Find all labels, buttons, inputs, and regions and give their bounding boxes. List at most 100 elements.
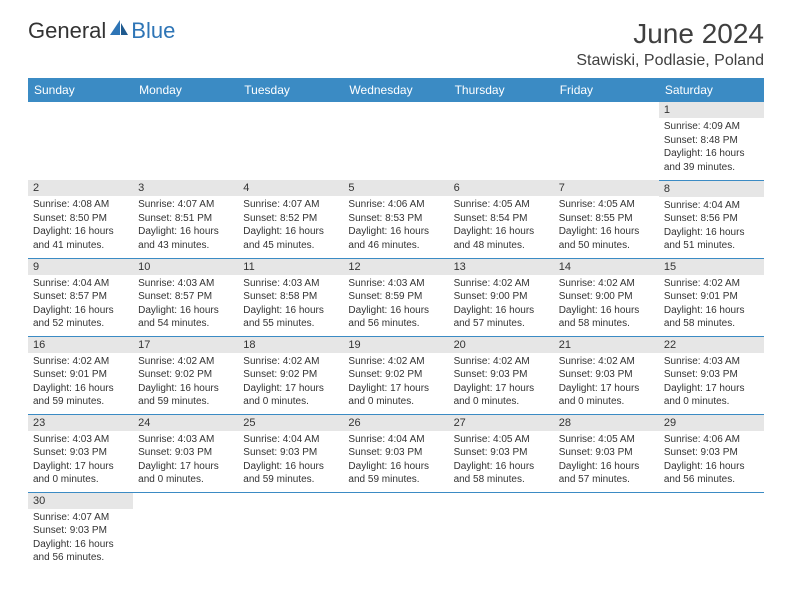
day-details: Sunrise: 4:04 AMSunset: 8:56 PMDaylight:… bbox=[659, 197, 764, 257]
weekday-header: Monday bbox=[133, 78, 238, 102]
day-details: Sunrise: 4:02 AMSunset: 9:03 PMDaylight:… bbox=[554, 353, 659, 413]
calendar-cell: 27Sunrise: 4:05 AMSunset: 9:03 PMDayligh… bbox=[449, 414, 554, 492]
calendar-cell: 14Sunrise: 4:02 AMSunset: 9:00 PMDayligh… bbox=[554, 258, 659, 336]
day-number: 29 bbox=[659, 415, 764, 431]
weekday-header: Wednesday bbox=[343, 78, 448, 102]
day-details: Sunrise: 4:05 AMSunset: 8:54 PMDaylight:… bbox=[449, 196, 554, 256]
calendar-cell bbox=[343, 492, 448, 570]
calendar-cell: 5Sunrise: 4:06 AMSunset: 8:53 PMDaylight… bbox=[343, 180, 448, 258]
calendar-cell: 4Sunrise: 4:07 AMSunset: 8:52 PMDaylight… bbox=[238, 180, 343, 258]
calendar-cell: 1Sunrise: 4:09 AMSunset: 8:48 PMDaylight… bbox=[659, 102, 764, 180]
day-details: Sunrise: 4:03 AMSunset: 8:59 PMDaylight:… bbox=[343, 275, 448, 335]
day-number: 21 bbox=[554, 337, 659, 353]
day-details: Sunrise: 4:03 AMSunset: 8:58 PMDaylight:… bbox=[238, 275, 343, 335]
day-number: 11 bbox=[238, 259, 343, 275]
weekday-header: Saturday bbox=[659, 78, 764, 102]
day-details: Sunrise: 4:02 AMSunset: 9:00 PMDaylight:… bbox=[554, 275, 659, 335]
calendar-cell: 17Sunrise: 4:02 AMSunset: 9:02 PMDayligh… bbox=[133, 336, 238, 414]
calendar-cell: 16Sunrise: 4:02 AMSunset: 9:01 PMDayligh… bbox=[28, 336, 133, 414]
day-number: 18 bbox=[238, 337, 343, 353]
day-number: 22 bbox=[659, 337, 764, 353]
title-block: June 2024 Stawiski, Podlasie, Poland bbox=[576, 18, 764, 70]
calendar-cell: 7Sunrise: 4:05 AMSunset: 8:55 PMDaylight… bbox=[554, 180, 659, 258]
day-number: 1 bbox=[659, 102, 764, 118]
calendar-cell bbox=[659, 492, 764, 570]
calendar-cell: 22Sunrise: 4:03 AMSunset: 9:03 PMDayligh… bbox=[659, 336, 764, 414]
calendar-cell: 23Sunrise: 4:03 AMSunset: 9:03 PMDayligh… bbox=[28, 414, 133, 492]
day-details: Sunrise: 4:09 AMSunset: 8:48 PMDaylight:… bbox=[659, 118, 764, 178]
day-details: Sunrise: 4:02 AMSunset: 9:00 PMDaylight:… bbox=[449, 275, 554, 335]
day-number: 6 bbox=[449, 180, 554, 196]
day-number: 16 bbox=[28, 337, 133, 353]
day-details: Sunrise: 4:02 AMSunset: 9:02 PMDaylight:… bbox=[133, 353, 238, 413]
weekday-header: Tuesday bbox=[238, 78, 343, 102]
day-details: Sunrise: 4:04 AMSunset: 9:03 PMDaylight:… bbox=[238, 431, 343, 491]
calendar-cell: 3Sunrise: 4:07 AMSunset: 8:51 PMDaylight… bbox=[133, 180, 238, 258]
day-details: Sunrise: 4:07 AMSunset: 8:52 PMDaylight:… bbox=[238, 196, 343, 256]
day-details: Sunrise: 4:07 AMSunset: 8:51 PMDaylight:… bbox=[133, 196, 238, 256]
day-number: 13 bbox=[449, 259, 554, 275]
location-text: Stawiski, Podlasie, Poland bbox=[576, 52, 764, 70]
day-number: 7 bbox=[554, 180, 659, 196]
day-details: Sunrise: 4:02 AMSunset: 9:01 PMDaylight:… bbox=[659, 275, 764, 335]
day-details: Sunrise: 4:02 AMSunset: 9:02 PMDaylight:… bbox=[343, 353, 448, 413]
day-details: Sunrise: 4:06 AMSunset: 9:03 PMDaylight:… bbox=[659, 431, 764, 491]
day-details: Sunrise: 4:04 AMSunset: 8:57 PMDaylight:… bbox=[28, 275, 133, 335]
sail-icon bbox=[108, 18, 130, 44]
day-number: 14 bbox=[554, 259, 659, 275]
calendar-week-row: 9Sunrise: 4:04 AMSunset: 8:57 PMDaylight… bbox=[28, 258, 764, 336]
calendar-cell: 28Sunrise: 4:05 AMSunset: 9:03 PMDayligh… bbox=[554, 414, 659, 492]
calendar-cell bbox=[238, 492, 343, 570]
day-number: 19 bbox=[343, 337, 448, 353]
calendar-week-row: 30Sunrise: 4:07 AMSunset: 9:03 PMDayligh… bbox=[28, 492, 764, 570]
day-number: 25 bbox=[238, 415, 343, 431]
day-number: 8 bbox=[659, 181, 764, 197]
day-number: 12 bbox=[343, 259, 448, 275]
calendar-cell: 29Sunrise: 4:06 AMSunset: 9:03 PMDayligh… bbox=[659, 414, 764, 492]
calendar-week-row: 23Sunrise: 4:03 AMSunset: 9:03 PMDayligh… bbox=[28, 414, 764, 492]
calendar-table: SundayMondayTuesdayWednesdayThursdayFrid… bbox=[28, 78, 764, 570]
day-number: 27 bbox=[449, 415, 554, 431]
day-details: Sunrise: 4:05 AMSunset: 9:03 PMDaylight:… bbox=[449, 431, 554, 491]
day-details: Sunrise: 4:02 AMSunset: 9:01 PMDaylight:… bbox=[28, 353, 133, 413]
calendar-cell: 13Sunrise: 4:02 AMSunset: 9:00 PMDayligh… bbox=[449, 258, 554, 336]
calendar-body: 1Sunrise: 4:09 AMSunset: 8:48 PMDaylight… bbox=[28, 102, 764, 570]
calendar-cell: 19Sunrise: 4:02 AMSunset: 9:02 PMDayligh… bbox=[343, 336, 448, 414]
day-number: 23 bbox=[28, 415, 133, 431]
calendar-cell bbox=[343, 102, 448, 180]
day-number: 3 bbox=[133, 180, 238, 196]
day-details: Sunrise: 4:08 AMSunset: 8:50 PMDaylight:… bbox=[28, 196, 133, 256]
calendar-cell: 24Sunrise: 4:03 AMSunset: 9:03 PMDayligh… bbox=[133, 414, 238, 492]
calendar-week-row: 16Sunrise: 4:02 AMSunset: 9:01 PMDayligh… bbox=[28, 336, 764, 414]
calendar-cell bbox=[28, 102, 133, 180]
day-details: Sunrise: 4:04 AMSunset: 9:03 PMDaylight:… bbox=[343, 431, 448, 491]
calendar-cell: 6Sunrise: 4:05 AMSunset: 8:54 PMDaylight… bbox=[449, 180, 554, 258]
calendar-cell bbox=[133, 492, 238, 570]
day-details: Sunrise: 4:03 AMSunset: 9:03 PMDaylight:… bbox=[133, 431, 238, 491]
calendar-cell bbox=[133, 102, 238, 180]
day-number: 15 bbox=[659, 259, 764, 275]
day-number: 30 bbox=[28, 493, 133, 509]
day-number: 20 bbox=[449, 337, 554, 353]
day-details: Sunrise: 4:02 AMSunset: 9:03 PMDaylight:… bbox=[449, 353, 554, 413]
day-number: 10 bbox=[133, 259, 238, 275]
logo-text-general: General bbox=[28, 18, 106, 44]
logo-text-blue: Blue bbox=[131, 18, 175, 44]
day-number: 17 bbox=[133, 337, 238, 353]
day-number: 5 bbox=[343, 180, 448, 196]
day-number: 28 bbox=[554, 415, 659, 431]
calendar-cell: 26Sunrise: 4:04 AMSunset: 9:03 PMDayligh… bbox=[343, 414, 448, 492]
calendar-cell: 10Sunrise: 4:03 AMSunset: 8:57 PMDayligh… bbox=[133, 258, 238, 336]
calendar-cell: 9Sunrise: 4:04 AMSunset: 8:57 PMDaylight… bbox=[28, 258, 133, 336]
day-number: 2 bbox=[28, 180, 133, 196]
calendar-cell: 12Sunrise: 4:03 AMSunset: 8:59 PMDayligh… bbox=[343, 258, 448, 336]
weekday-header: Friday bbox=[554, 78, 659, 102]
logo: General Blue bbox=[28, 18, 175, 44]
calendar-cell: 30Sunrise: 4:07 AMSunset: 9:03 PMDayligh… bbox=[28, 492, 133, 570]
day-details: Sunrise: 4:05 AMSunset: 8:55 PMDaylight:… bbox=[554, 196, 659, 256]
calendar-cell: 15Sunrise: 4:02 AMSunset: 9:01 PMDayligh… bbox=[659, 258, 764, 336]
day-details: Sunrise: 4:06 AMSunset: 8:53 PMDaylight:… bbox=[343, 196, 448, 256]
page-title: June 2024 bbox=[576, 18, 764, 50]
calendar-cell: 2Sunrise: 4:08 AMSunset: 8:50 PMDaylight… bbox=[28, 180, 133, 258]
day-details: Sunrise: 4:05 AMSunset: 9:03 PMDaylight:… bbox=[554, 431, 659, 491]
